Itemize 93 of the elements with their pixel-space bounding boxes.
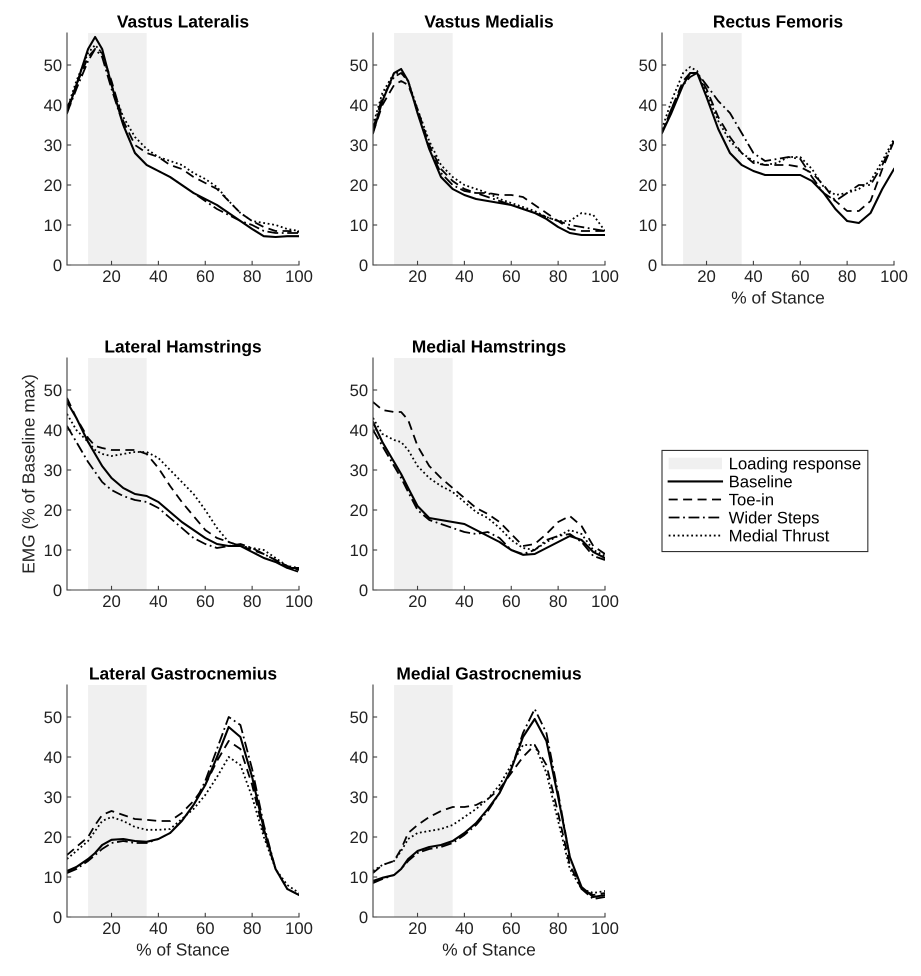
y-tick-label: 40 [44, 424, 62, 436]
y-tick-label: 20 [350, 504, 368, 516]
x-tick-label: 60 [196, 270, 214, 282]
y-tick-label: 20 [350, 179, 368, 192]
x-tick-label: 80 [244, 922, 261, 934]
x-axis-title: % of Stance [442, 942, 536, 956]
y-axis-title: EMG (% of Baseline max) [22, 375, 38, 572]
x-tick-label: 40 [456, 595, 474, 608]
y-tick-label: 50 [350, 384, 368, 396]
x-tick-label: 40 [456, 922, 474, 934]
x-tick-label: 80 [550, 595, 567, 608]
x-tick-label: 20 [409, 595, 426, 608]
x-tick-label: 60 [502, 595, 520, 608]
x-tick-label: 80 [550, 270, 567, 282]
y-tick-label: 0 [54, 259, 62, 272]
x-tick-label: 100 [286, 270, 312, 282]
y-tick-label: 30 [44, 464, 62, 476]
legend-label: Wider Steps [728, 511, 819, 527]
x-tick-label: 20 [103, 270, 120, 282]
x-tick-label: 40 [150, 595, 168, 608]
y-tick-label: 50 [44, 384, 62, 396]
y-tick-label: 50 [350, 711, 368, 724]
y-tick-label: 50 [639, 59, 656, 72]
y-tick-label: 0 [360, 584, 368, 596]
y-tick-label: 10 [350, 871, 368, 884]
y-tick-label: 10 [44, 544, 62, 556]
x-tick-label: 60 [196, 595, 214, 608]
chart-title: Lateral Gastrocnemius [90, 666, 276, 680]
chart-title: Medial Hamstrings [412, 340, 566, 356]
x-tick-label: 20 [409, 922, 426, 934]
chart-title: Vastus Medialis [424, 14, 553, 28]
y-tick-label: 40 [44, 99, 62, 112]
x-tick-label: 100 [592, 595, 618, 608]
y-tick-label: 20 [44, 831, 62, 844]
x-tick-label: 20 [409, 270, 426, 282]
y-tick-label: 40 [638, 99, 656, 112]
y-tick-label: 50 [350, 59, 368, 72]
x-tick-label: 40 [456, 270, 474, 282]
x-tick-label: 80 [244, 270, 261, 282]
x-tick-label: 40 [744, 270, 762, 282]
y-tick-label: 30 [350, 139, 368, 152]
y-tick-label: 40 [350, 99, 368, 112]
x-tick-label: 20 [698, 270, 716, 282]
y-tick-label: 20 [44, 179, 62, 192]
legend-label: Toe-in [729, 493, 773, 506]
chart-title: Vastus Lateralis [117, 14, 248, 28]
y-tick-label: 20 [350, 831, 368, 844]
y-tick-label: 30 [350, 791, 368, 804]
y-tick-label: 30 [350, 464, 368, 476]
x-tick-label: 100 [286, 595, 312, 608]
y-tick-label: 0 [54, 584, 62, 596]
y-tick-label: 10 [640, 219, 656, 232]
y-tick-label: 50 [44, 711, 62, 724]
y-tick-label: 50 [44, 59, 62, 72]
x-tick-label: 60 [792, 270, 809, 282]
chart-title: Rectus Femoris [714, 14, 842, 28]
x-tick-label: 60 [502, 922, 520, 934]
legend-label: Baseline [730, 475, 792, 488]
y-tick-label: 10 [44, 219, 62, 232]
y-tick-label: 30 [44, 791, 62, 804]
x-tick-label: 80 [550, 922, 567, 934]
x-tick-label: 100 [286, 922, 312, 934]
y-tick-label: 0 [54, 911, 62, 924]
y-tick-label: 40 [44, 751, 62, 764]
y-tick-label: 0 [360, 259, 368, 272]
y-tick-label: 10 [350, 219, 368, 232]
y-tick-label: 0 [648, 259, 656, 272]
x-tick-label: 100 [592, 922, 618, 934]
x-tick-label: 100 [881, 270, 908, 282]
x-tick-label: 60 [502, 270, 520, 282]
y-tick-label: 40 [350, 424, 368, 436]
legend-label: Loading response [730, 457, 860, 473]
x-tick-label: 20 [103, 595, 120, 608]
y-tick-label: 30 [44, 139, 62, 152]
x-tick-label: 20 [103, 922, 120, 934]
x-tick-label: 80 [838, 270, 856, 282]
x-axis-title: % of Stance [136, 942, 230, 956]
chart-title: Medial Gastrocnemius [398, 666, 581, 680]
x-tick-label: 80 [244, 595, 261, 608]
y-tick-label: 20 [44, 504, 62, 516]
y-tick-label: 30 [639, 139, 656, 152]
y-tick-label: 10 [44, 871, 62, 884]
x-tick-label: 60 [196, 922, 214, 934]
y-tick-label: 0 [360, 911, 368, 924]
x-axis-title: % of Stance [732, 290, 824, 304]
legend-label: Medial Thrust [730, 529, 830, 542]
chart-title: Lateral Hamstrings [106, 340, 261, 356]
y-tick-label: 40 [350, 751, 368, 764]
y-tick-label: 20 [639, 179, 656, 192]
y-tick-label: 10 [350, 544, 368, 556]
x-tick-label: 100 [592, 270, 618, 282]
x-tick-label: 40 [150, 922, 168, 934]
x-tick-label: 40 [150, 270, 168, 282]
